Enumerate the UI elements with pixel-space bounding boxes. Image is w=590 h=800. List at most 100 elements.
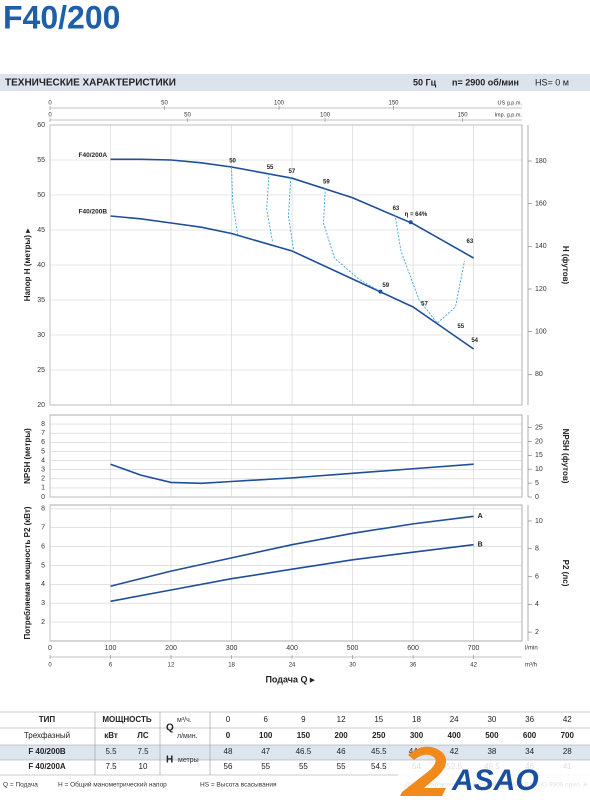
y-tick-label: 1 — [41, 485, 45, 492]
x2-tick-label: 36 — [410, 663, 417, 669]
y-axis-label: Потребляемая мощность P2 (кВт) — [23, 506, 32, 639]
series-label: F40/200A — [79, 152, 108, 159]
x-axis-label: Подача Q ▸ — [265, 674, 315, 684]
y-tick-label: 50 — [37, 192, 45, 199]
y-tick-label: 4 — [41, 581, 45, 588]
table-cell: 0 — [226, 715, 231, 724]
point-label: 57 — [421, 301, 428, 307]
page-title: F40/200 — [3, 0, 120, 35]
plot-area — [49, 414, 523, 498]
table-cell: 55 — [299, 762, 308, 771]
table-cell: 28 — [563, 747, 572, 756]
table-head: Трехфазный — [24, 731, 70, 740]
y-tick-label: 45 — [37, 227, 45, 234]
top-tick-label: 0 — [48, 101, 52, 107]
y-tick-label: 6 — [41, 439, 45, 446]
table-cell: 55 — [261, 762, 270, 771]
efficiency-line — [287, 177, 295, 252]
table-cell: 7.5 — [137, 747, 149, 756]
x-tick-label: 600 — [407, 645, 419, 652]
table-cell: 48 — [224, 747, 233, 756]
table-cell: F 40/200B — [28, 747, 66, 756]
table-head: м³/ч. — [177, 717, 192, 724]
top-tick-label: 50 — [184, 113, 191, 119]
y-tick-label: 0 — [41, 494, 45, 501]
x2-tick-label: 24 — [289, 663, 296, 669]
table-head: ЛС — [137, 731, 149, 740]
header-title: ТЕХНИЧЕСКИЕ ХАРАКТЕРИСТИКИ — [5, 78, 176, 89]
table-cell: 6 — [263, 715, 268, 724]
x2-tick-label: 0 — [48, 663, 52, 669]
efficiency-line — [266, 173, 274, 243]
table-cell: 200 — [334, 731, 348, 740]
footer-note: HS = Высота всасывания — [200, 782, 277, 789]
y-tick-label: 8 — [41, 506, 45, 513]
point-marker — [378, 289, 383, 294]
y2-tick-label: 4 — [535, 601, 539, 608]
y2-axis-label: NPSH (футов) — [561, 429, 570, 484]
table-cell: 100 — [259, 731, 273, 740]
top-tick-label: 50 — [161, 101, 168, 107]
curve — [110, 463, 474, 485]
table-cell: 47 — [261, 747, 270, 756]
top-tick-label: 0 — [48, 113, 52, 119]
table-cell: 250 — [372, 731, 386, 740]
y2-tick-label: 5 — [535, 480, 539, 487]
top-tick-label: 100 — [274, 101, 285, 107]
frequency: 50 Гц — [413, 77, 437, 87]
y2-tick-label: 120 — [535, 286, 547, 293]
y2-tick-label: 8 — [535, 546, 539, 553]
table-cell: 10 — [139, 762, 148, 771]
logo-text: ASAO — [451, 764, 539, 797]
table-cell: 700 — [561, 731, 575, 740]
table-cell: 36 — [525, 715, 534, 724]
y2-tick-label: 25 — [535, 424, 543, 431]
table-head: л/мин. — [177, 733, 198, 740]
y-tick-label: 3 — [41, 600, 45, 607]
table-cell: 42 — [563, 715, 572, 724]
table-cell: 9 — [301, 715, 306, 724]
efficiency-line — [231, 166, 239, 235]
table-cell: 30 — [487, 715, 496, 724]
table-cell: 45.5 — [371, 747, 387, 756]
x2-tick-label: 42 — [470, 663, 477, 669]
table-cell: 46.5 — [296, 747, 312, 756]
header-bar — [0, 74, 590, 91]
efficiency-label: 55 — [267, 165, 274, 171]
y-tick-label: 2 — [41, 476, 45, 483]
footer-note: Q = Подача — [3, 782, 38, 789]
y2-axis-label: H (футов) — [561, 246, 570, 285]
y-tick-label: 25 — [37, 367, 45, 374]
x-axis-unit: l/min — [525, 646, 538, 652]
y-tick-label: 30 — [37, 332, 45, 339]
y-tick-label: 5 — [41, 448, 45, 455]
point-label: 59 — [382, 283, 389, 289]
y2-tick-label: 160 — [535, 201, 547, 208]
x2-tick-label: 6 — [109, 663, 113, 669]
y-tick-label: 20 — [37, 402, 45, 409]
y-tick-label: 4 — [41, 457, 45, 464]
y2-tick-label: 10 — [535, 466, 543, 473]
table-cell: 5.5 — [105, 747, 117, 756]
table-cell: 7.5 — [105, 762, 117, 771]
y-tick-label: 2 — [41, 619, 45, 626]
x2-axis-unit: m³/h — [525, 663, 537, 669]
y-axis-label: Напор H (метры) ▸ — [23, 228, 32, 302]
footer-note: H = Общий манометрический напор — [58, 781, 167, 789]
series-label: F40/200B — [79, 209, 108, 216]
table-cell: 600 — [523, 731, 537, 740]
best-point-label: η = 64% — [405, 212, 428, 218]
y-tick-label: 3 — [41, 467, 45, 474]
y2-axis-label: P2 (лс) — [561, 560, 570, 587]
y2-tick-label: 10 — [535, 518, 543, 525]
efficiency-label: 57 — [288, 169, 295, 175]
table-cell: 56 — [224, 762, 233, 771]
table-head: метры — [178, 757, 199, 764]
y2-tick-label: 80 — [535, 371, 543, 378]
table-cell: 400 — [448, 731, 462, 740]
y-tick-label: 6 — [41, 543, 45, 550]
table-cell: F 40/200A — [28, 762, 66, 771]
table-cell: 15 — [374, 715, 383, 724]
table-head: кВт — [104, 731, 118, 740]
x-tick-label: 400 — [286, 645, 298, 652]
